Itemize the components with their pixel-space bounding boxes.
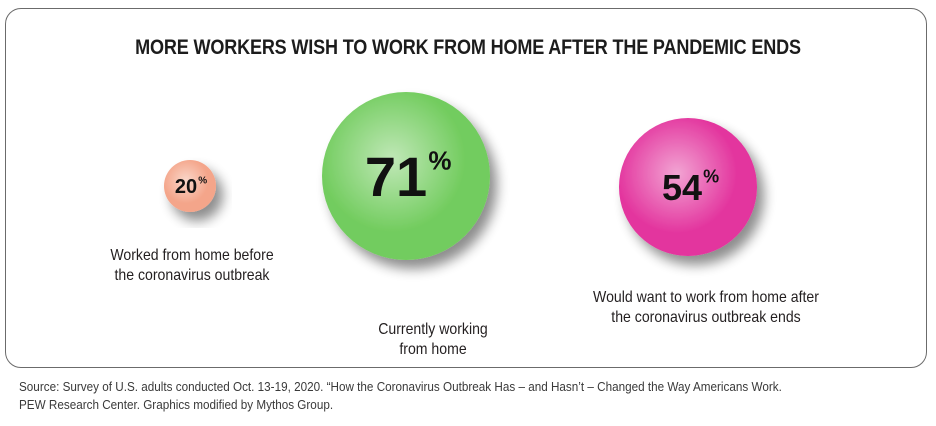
chart-title: MORE WORKERS WISH TO WORK FROM HOME AFTE… xyxy=(135,36,801,59)
value-label-worked-before: 20 xyxy=(175,176,197,198)
bubble-currently-working xyxy=(322,92,490,260)
percent-sign: % xyxy=(428,145,451,175)
value-label-currently-working: 71 xyxy=(365,145,427,208)
percent-sign: % xyxy=(703,167,719,187)
value-label-would-want: 54 xyxy=(662,167,702,208)
percent-sign: % xyxy=(198,176,207,187)
caption-worked-before: Worked from home before the coronavirus … xyxy=(110,247,274,284)
source-note: Source: Survey of U.S. adults conducted … xyxy=(19,379,782,412)
bubble-would-want xyxy=(619,118,757,256)
caption-currently-working: Currently working from home xyxy=(378,321,488,358)
caption-would-want: Would want to work from home after the c… xyxy=(593,289,819,326)
bubble-worked-before xyxy=(164,160,216,212)
